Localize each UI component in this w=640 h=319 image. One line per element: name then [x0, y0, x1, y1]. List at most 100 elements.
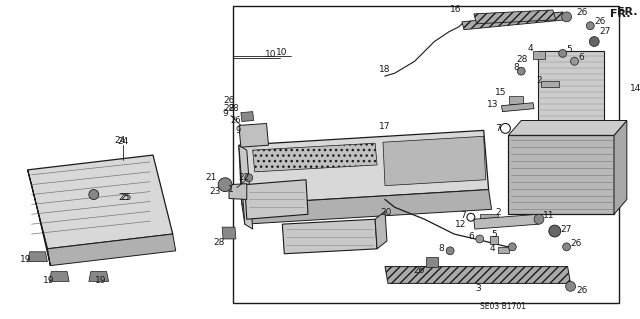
Circle shape [517, 67, 525, 75]
Text: 25: 25 [120, 193, 132, 202]
Polygon shape [614, 121, 627, 214]
Text: 26: 26 [223, 96, 235, 105]
Polygon shape [385, 267, 571, 283]
Text: 19: 19 [43, 276, 54, 285]
Text: 28: 28 [516, 55, 528, 64]
Text: 26: 26 [230, 116, 241, 125]
Circle shape [563, 243, 571, 251]
Polygon shape [89, 271, 109, 281]
Polygon shape [239, 130, 488, 204]
Text: 4: 4 [490, 244, 495, 253]
Text: 16: 16 [449, 5, 461, 14]
Polygon shape [239, 145, 253, 229]
Polygon shape [242, 189, 492, 224]
Text: 12: 12 [454, 220, 466, 229]
Text: 9: 9 [236, 126, 241, 135]
Text: 23: 23 [210, 187, 221, 196]
Text: 9: 9 [222, 109, 228, 118]
Bar [509, 96, 523, 104]
Circle shape [549, 225, 561, 237]
Text: 26: 26 [571, 239, 582, 249]
Text: 19: 19 [20, 255, 31, 264]
Text: FR.: FR. [610, 9, 630, 19]
Bar [233, 6, 619, 303]
Text: 27: 27 [599, 27, 611, 36]
Polygon shape [375, 211, 387, 249]
Polygon shape [47, 234, 176, 266]
Text: 25: 25 [118, 193, 130, 202]
Polygon shape [474, 214, 539, 229]
Polygon shape [502, 103, 534, 112]
Text: 13: 13 [487, 100, 499, 109]
Text: 10: 10 [276, 48, 287, 57]
Circle shape [586, 22, 595, 30]
Polygon shape [229, 184, 247, 199]
Circle shape [508, 243, 516, 251]
Text: 2: 2 [536, 76, 541, 85]
Text: 6: 6 [468, 233, 474, 241]
Text: 8: 8 [438, 244, 444, 253]
Text: 18: 18 [380, 65, 391, 74]
Polygon shape [538, 51, 604, 130]
Text: 7: 7 [496, 124, 502, 133]
Text: 20: 20 [380, 208, 392, 217]
Circle shape [245, 174, 253, 182]
Polygon shape [239, 123, 269, 147]
Text: 4: 4 [527, 44, 533, 53]
Polygon shape [383, 136, 486, 186]
Bar [480, 214, 497, 220]
Text: 21: 21 [206, 173, 217, 182]
Polygon shape [426, 257, 438, 267]
Text: 22: 22 [238, 173, 250, 182]
Text: 28: 28 [228, 104, 239, 113]
Text: 2: 2 [496, 208, 502, 217]
Polygon shape [474, 10, 556, 24]
Polygon shape [245, 180, 308, 219]
Text: 24: 24 [115, 136, 126, 145]
Circle shape [559, 49, 566, 57]
Text: 28: 28 [214, 238, 225, 248]
Text: 26: 26 [577, 286, 588, 295]
Text: 5: 5 [566, 45, 572, 54]
Circle shape [566, 281, 575, 291]
Text: 19: 19 [95, 276, 106, 285]
Circle shape [589, 37, 599, 47]
Polygon shape [508, 135, 614, 214]
Text: 3: 3 [475, 284, 481, 293]
Polygon shape [28, 170, 51, 266]
Text: 1: 1 [228, 185, 234, 194]
Circle shape [534, 214, 544, 224]
Text: 6: 6 [579, 53, 584, 62]
Circle shape [571, 57, 579, 65]
Polygon shape [253, 143, 377, 172]
Text: 8: 8 [513, 63, 519, 72]
Text: 26: 26 [413, 266, 424, 275]
Text: 14: 14 [630, 85, 640, 93]
Polygon shape [28, 155, 173, 249]
Text: 24: 24 [118, 137, 129, 146]
Polygon shape [462, 12, 566, 30]
Bar [533, 51, 545, 59]
Text: SE03 B1701: SE03 B1701 [481, 301, 527, 311]
Text: 28: 28 [223, 104, 235, 113]
Polygon shape [28, 252, 47, 262]
Bar [497, 247, 509, 253]
Polygon shape [49, 271, 69, 281]
Text: 15: 15 [495, 88, 506, 97]
Text: 26: 26 [595, 17, 605, 26]
Circle shape [218, 178, 232, 192]
Text: FR.: FR. [617, 7, 637, 17]
Polygon shape [282, 219, 377, 254]
Bar [490, 236, 497, 244]
Text: 27: 27 [561, 225, 572, 234]
Circle shape [89, 189, 99, 199]
Text: 17: 17 [380, 122, 391, 131]
Text: 26: 26 [577, 8, 588, 18]
Circle shape [446, 247, 454, 255]
Circle shape [476, 235, 484, 243]
Text: 7: 7 [460, 211, 466, 220]
Text: 5: 5 [492, 230, 497, 239]
Text: 10: 10 [265, 50, 276, 59]
Bar [541, 81, 559, 87]
Polygon shape [508, 121, 627, 135]
